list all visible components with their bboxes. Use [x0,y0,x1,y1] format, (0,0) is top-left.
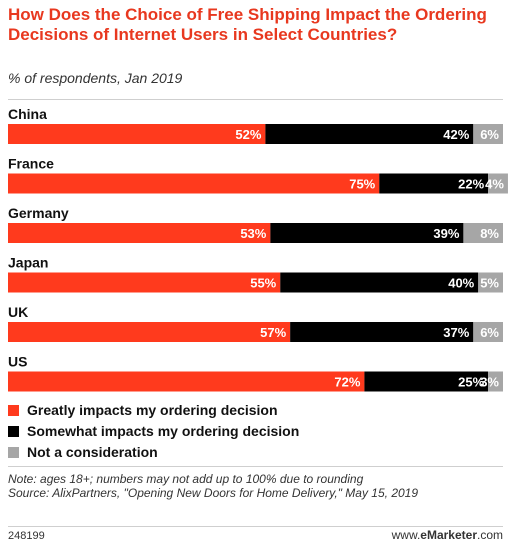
bar-france-not-a-consideration [488,173,508,194]
value-label-us-greatly-impacts-my-ordering-decision: 72% [334,375,360,390]
category-label-japan: Japan [8,255,48,271]
legend-label: Greatly impacts my ordering decision [27,402,278,418]
bar-germany-greatly-impacts-my-ordering-decision [8,223,271,243]
value-label-japan-not-a-consideration: 5% [480,276,499,291]
legend-swatch [8,425,19,437]
legend-swatch [8,446,19,458]
header-divider [8,99,503,100]
value-label-china-somewhat-impacts-my-ordering-decision: 42% [443,127,469,142]
legend-item-somewhat-impacts-my-ordering-decision: Somewhat impacts my ordering decision [8,422,299,440]
bar-uk-not-a-consideration [473,322,503,342]
brand-name: eMarketer [420,528,477,542]
stacked-bar-chart: China 52% 42% 6% France 75% 22% 4% Germany 53% 39%… [8,106,508,392]
value-label-us-somewhat-impacts-my-ordering-decision: 25% [458,375,484,390]
brand-logo: www.eMarketer.com [392,528,503,542]
value-label-us-not-a-consideration: 3% [480,375,499,390]
bar-japan-not-a-consideration [478,272,503,293]
category-label-us: US [8,354,27,370]
bar-france-somewhat-impacts-my-ordering-decision [379,173,489,194]
legend-label: Somewhat impacts my ordering decision [27,423,300,439]
bar-germany-somewhat-impacts-my-ordering-decision [270,223,464,243]
chart-id: 248199 [8,530,45,542]
brand-prefix: www. [391,528,421,542]
bar-us-greatly-impacts-my-ordering-decision [8,371,365,392]
bar-china-somewhat-impacts-my-ordering-decision [265,124,474,144]
legend-label: Not a consideration [27,444,158,460]
footer-divider [8,466,503,467]
bottom-divider [8,526,503,527]
category-label-france: France [8,156,54,172]
bar-china-greatly-impacts-my-ordering-decision [8,124,266,144]
value-label-germany-greatly-impacts-my-ordering-decision: 53% [240,226,266,241]
legend-swatch [8,404,19,416]
bar-france-greatly-impacts-my-ordering-decision [8,173,380,194]
source-text: Source: AlixPartners, "Opening New Doors… [8,486,419,500]
chart-subtitle: % of respondents, Jan 2019 [8,70,183,86]
bar-us-somewhat-impacts-my-ordering-decision [364,371,489,392]
value-label-uk-somewhat-impacts-my-ordering-decision: 37% [443,325,469,340]
value-label-china-greatly-impacts-my-ordering-decision: 52% [235,127,261,142]
value-label-germany-somewhat-impacts-my-ordering-decision: 39% [433,226,459,241]
value-label-japan-greatly-impacts-my-ordering-decision: 55% [250,276,276,291]
note-text: Note: ages 18+; numbers may not add up t… [8,472,364,486]
bar-japan-greatly-impacts-my-ordering-decision [8,272,281,293]
category-label-uk: UK [8,304,28,320]
value-label-france-not-a-consideration: 4% [485,177,504,192]
bar-us-not-a-consideration [488,371,503,392]
chart-title: How Does the Choice of Free Shipping Imp… [8,5,487,44]
bar-china-not-a-consideration [473,124,503,144]
bar-japan-somewhat-impacts-my-ordering-decision [280,272,479,293]
legend-item-greatly-impacts-my-ordering-decision: Greatly impacts my ordering decision [8,401,278,419]
value-label-uk-greatly-impacts-my-ordering-decision: 57% [260,325,286,340]
bar-uk-greatly-impacts-my-ordering-decision [8,322,291,342]
value-label-japan-somewhat-impacts-my-ordering-decision: 40% [448,276,474,291]
value-label-china-not-a-consideration: 6% [480,127,499,142]
category-label-china: China [8,106,47,122]
chart-notes: Note: ages 18+; numbers may not add up t… [8,472,503,500]
category-label-germany: Germany [8,205,69,221]
value-label-france-somewhat-impacts-my-ordering-decision: 22% [458,177,484,192]
value-label-uk-not-a-consideration: 6% [480,325,499,340]
brand-suffix: .com [476,528,503,542]
bar-germany-not-a-consideration [463,223,503,243]
value-label-germany-not-a-consideration: 8% [480,226,499,241]
bar-uk-somewhat-impacts-my-ordering-decision [290,322,474,342]
value-label-france-greatly-impacts-my-ordering-decision: 75% [349,177,375,192]
legend-item-not-a-consideration: Not a consideration [8,443,158,461]
